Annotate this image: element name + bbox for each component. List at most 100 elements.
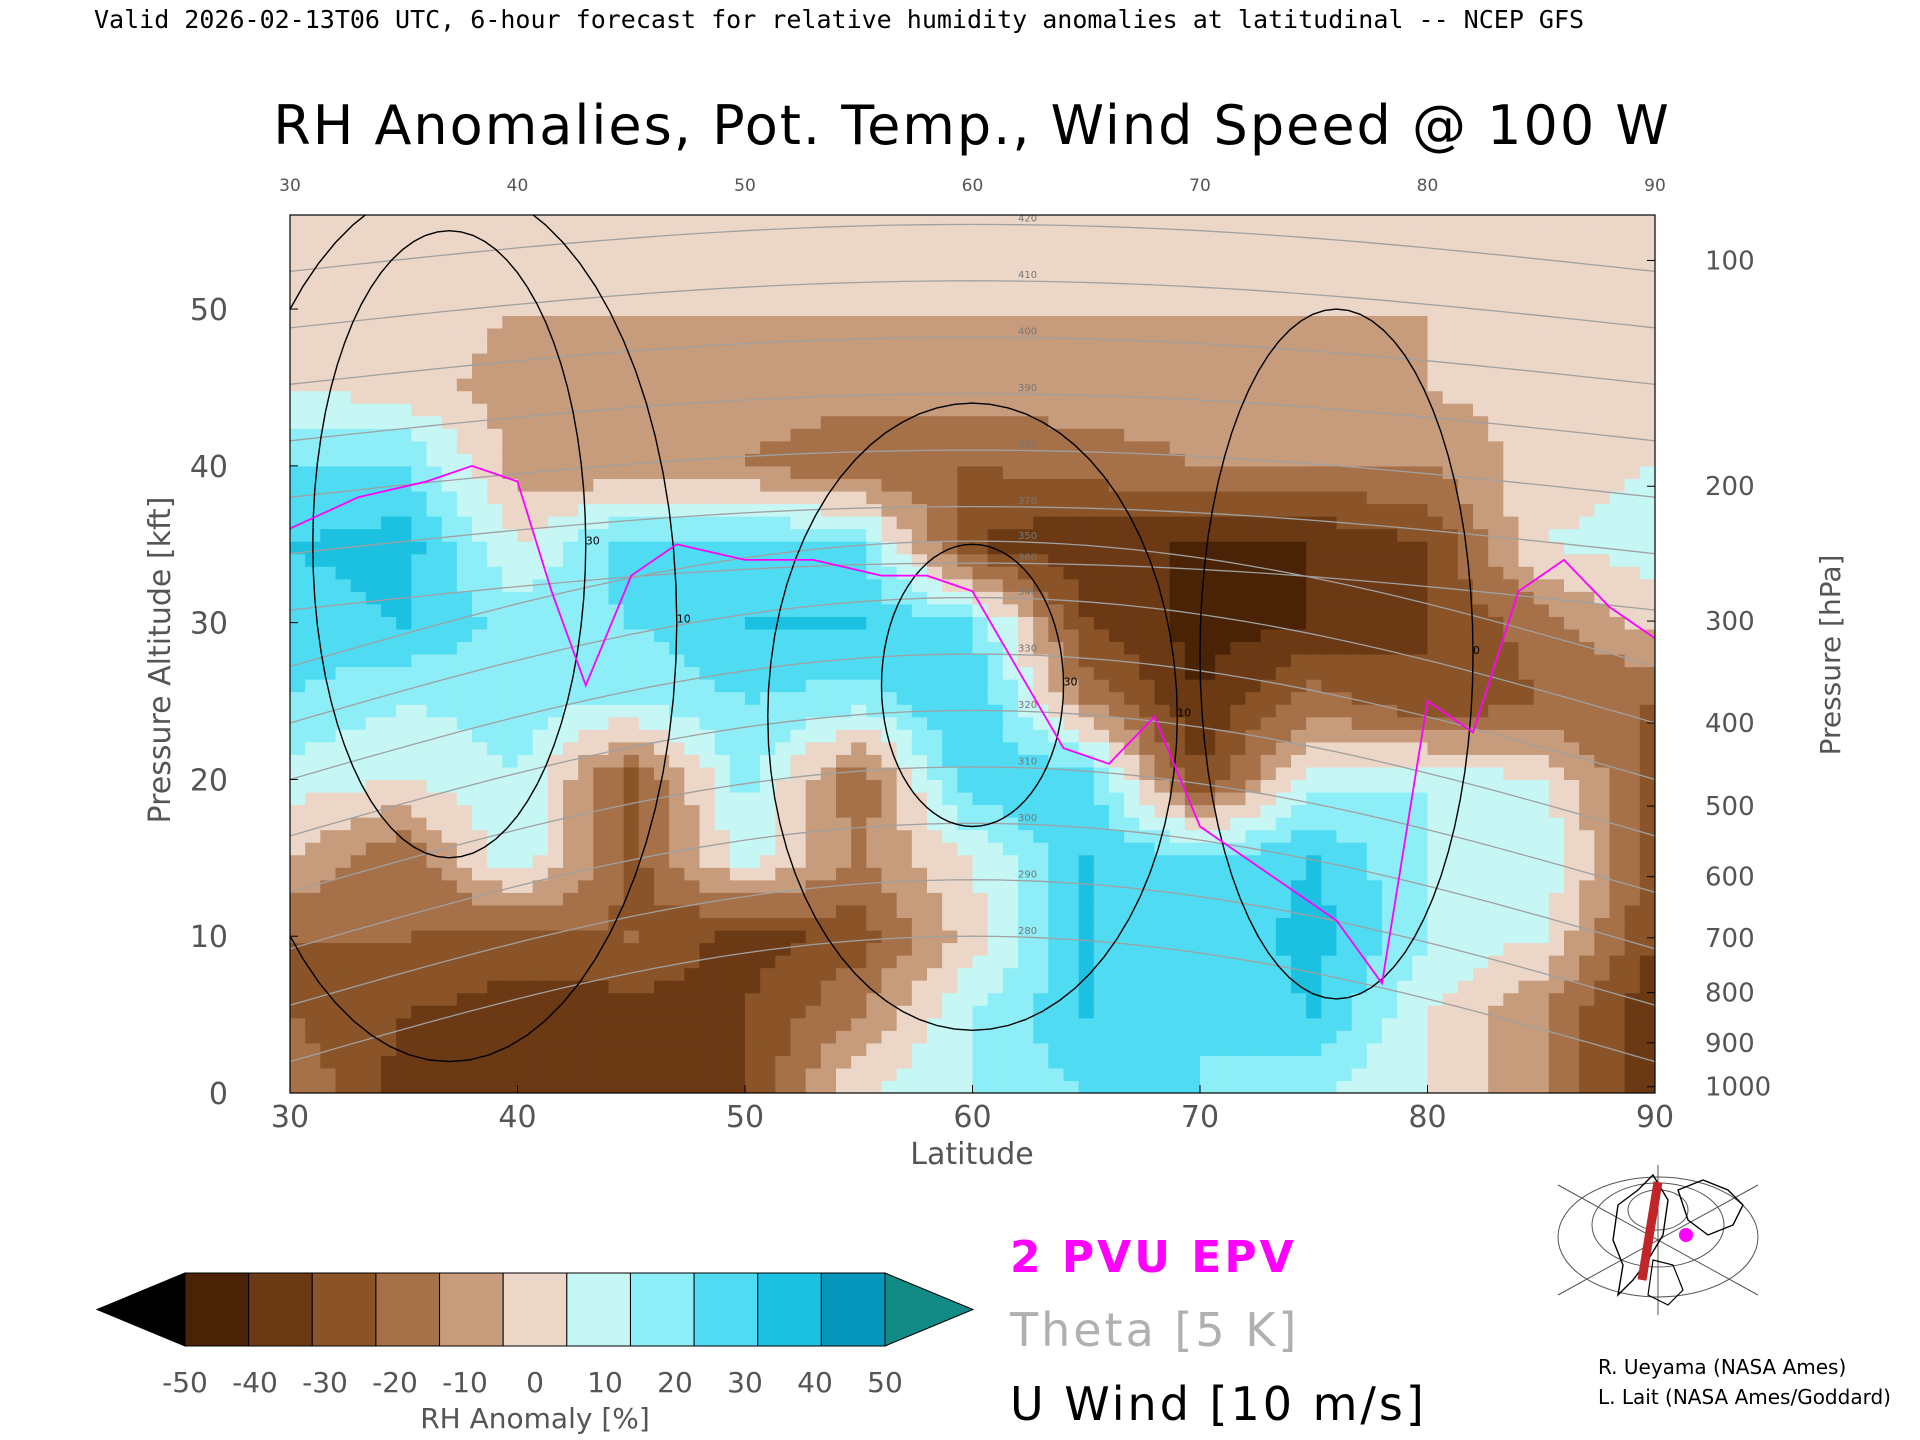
rh-cell [563,302,579,316]
rh-cell [790,666,807,680]
rh-cell [1200,277,1216,291]
rh-cell [1109,955,1125,969]
rh-cell [1063,641,1080,655]
rh-cell [578,1017,594,1031]
rh-cell [972,980,989,994]
rh-cell [927,578,943,592]
rh-cell [426,1030,443,1044]
rh-cell [836,290,852,304]
rh-cell [775,327,792,342]
rh-cell [578,879,594,893]
rh-cell [987,854,1004,868]
rh-cell [654,929,670,944]
rh-cell [836,528,852,542]
rh-cell [1093,315,1110,329]
rh-cell [866,453,883,467]
rh-cell [638,227,655,241]
rh-cell [927,490,943,505]
rh-cell [1321,528,1338,542]
rh-cell [699,754,716,768]
rh-cell [669,817,685,831]
rh-cell [290,478,306,492]
rh-cell [517,603,534,617]
rh-cell [1154,879,1171,893]
rh-cell [1048,641,1065,655]
rh-cell [638,578,655,592]
rh-cell [1169,516,1186,530]
rh-cell [760,904,776,918]
rh-cell [487,215,503,229]
rh-cell [563,616,579,630]
rh-cell [1215,528,1231,542]
rh-cell [578,252,594,266]
rh-cell [623,327,640,342]
rh-cell [426,741,443,755]
rh-cell [1018,904,1034,918]
rh-cell [775,616,792,630]
rh-cell [881,390,898,404]
rh-cell [942,566,958,580]
rh-cell [1245,741,1262,755]
rh-cell [972,265,989,279]
rh-cell [517,340,534,354]
rh-cell [290,967,306,981]
rh-cell [1093,252,1110,266]
rh-cell [1351,892,1368,906]
rh-cell [820,1017,837,1031]
rh-cell [1321,591,1338,605]
rh-cell [881,503,898,517]
rh-cell [699,378,716,392]
rh-cell [411,428,428,442]
rh-cell [411,666,428,680]
rh-cell [1109,929,1125,944]
rh-cell [1366,992,1383,1006]
rh-cell [547,240,564,254]
rh-cell [729,340,746,354]
rh-cell [1078,616,1095,630]
rh-cell [654,428,670,442]
rh-cell [411,290,428,304]
rh-cell [775,892,792,906]
rh-cell [638,528,655,542]
rh-cell [563,892,579,906]
rh-cell [1033,679,1049,693]
rh-cell [1063,390,1080,404]
rh-cell [1184,503,1201,517]
rh-cell [608,290,625,304]
rh-cell [335,1080,352,1093]
rh-cell [472,490,488,505]
rh-cell [987,779,1004,793]
rh-cell [623,541,640,555]
rh-cell [1093,277,1110,291]
rh-cell [1048,390,1065,404]
valid-line: Valid 2026-02-13T06 UTC, 6-hour forecast… [94,5,1584,34]
rh-cell [426,641,443,655]
rh-cell [1124,403,1140,417]
rh-cell [760,516,776,530]
rh-cell [1366,829,1383,843]
rh-cell [638,378,655,392]
rh-cell [517,741,534,755]
rh-cell [1336,716,1353,730]
rh-cell [836,1080,852,1093]
rh-cell [1109,215,1125,229]
rh-cell [1033,227,1049,241]
rh-cell [714,1080,731,1093]
rh-cell [638,265,655,279]
rh-cell [1336,892,1353,906]
rh-cell [426,904,443,918]
rh-cell [1154,666,1171,680]
rh-cell [699,290,716,304]
rh-cell [502,666,519,680]
rh-cell [1033,955,1049,969]
rh-cell [684,967,701,981]
rh-cell [608,227,625,241]
rh-cell [638,553,655,567]
rh-cell [836,1017,852,1031]
rh-cell [1093,302,1110,316]
rh-cell [1321,955,1338,969]
rh-cell [532,754,549,768]
rh-cell [350,641,367,655]
rh-cell [517,553,534,567]
rh-cell [1215,904,1231,918]
